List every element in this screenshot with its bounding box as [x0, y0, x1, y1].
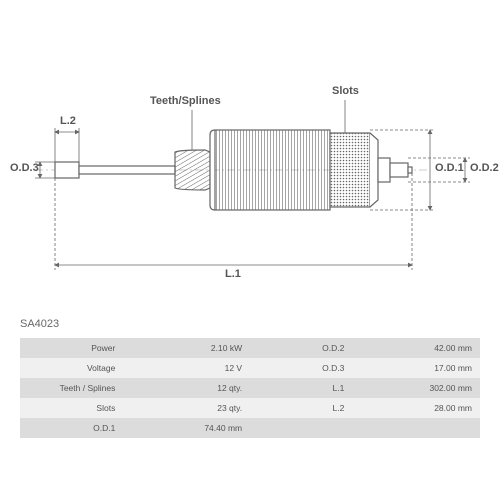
dim-od2: O.D.2 — [470, 162, 499, 174]
part-number: SA4023 — [20, 318, 59, 330]
spec-label: L.1 — [250, 378, 352, 398]
spec-value: 23 qty. — [123, 398, 250, 418]
spec-label: Teeth / Splines — [20, 378, 123, 398]
table-row: O.D.1 74.40 mm — [20, 418, 480, 438]
armature-drawing — [0, 0, 500, 310]
spec-label — [250, 418, 352, 438]
spec-value: 74.40 mm — [123, 418, 250, 438]
spec-value: 12 V — [123, 358, 250, 378]
spec-label: Voltage — [20, 358, 123, 378]
label-teeth: Teeth/Splines — [150, 95, 221, 107]
spec-label: L.2 — [250, 398, 352, 418]
table-row: Power 2.10 kW O.D.2 42.00 mm — [20, 338, 480, 358]
spec-value: 42.00 mm — [352, 338, 480, 358]
table-row: Voltage 12 V O.D.3 17.00 mm — [20, 358, 480, 378]
spec-value: 302.00 mm — [352, 378, 480, 398]
spec-value: 2.10 kW — [123, 338, 250, 358]
technical-diagram: Teeth/Splines Slots L.2 O.D.3 L.1 O.D.1 … — [0, 0, 500, 310]
spec-value: 28.00 mm — [352, 398, 480, 418]
spec-table: Power 2.10 kW O.D.2 42.00 mm Voltage 12 … — [20, 338, 480, 438]
dim-l1: L.1 — [225, 268, 241, 280]
spec-value — [352, 418, 480, 438]
table-row: Teeth / Splines 12 qty. L.1 302.00 mm — [20, 378, 480, 398]
spec-label: O.D.1 — [20, 418, 123, 438]
spec-label: Power — [20, 338, 123, 358]
dim-od3: O.D.3 — [10, 162, 39, 174]
dim-od1: O.D.1 — [435, 162, 464, 174]
table-row: Slots 23 qty. L.2 28.00 mm — [20, 398, 480, 418]
spec-label: O.D.2 — [250, 338, 352, 358]
dim-l2: L.2 — [60, 115, 76, 127]
spec-label: O.D.3 — [250, 358, 352, 378]
label-slots: Slots — [332, 85, 359, 97]
spec-value: 12 qty. — [123, 378, 250, 398]
spec-value: 17.00 mm — [352, 358, 480, 378]
spec-label: Slots — [20, 398, 123, 418]
